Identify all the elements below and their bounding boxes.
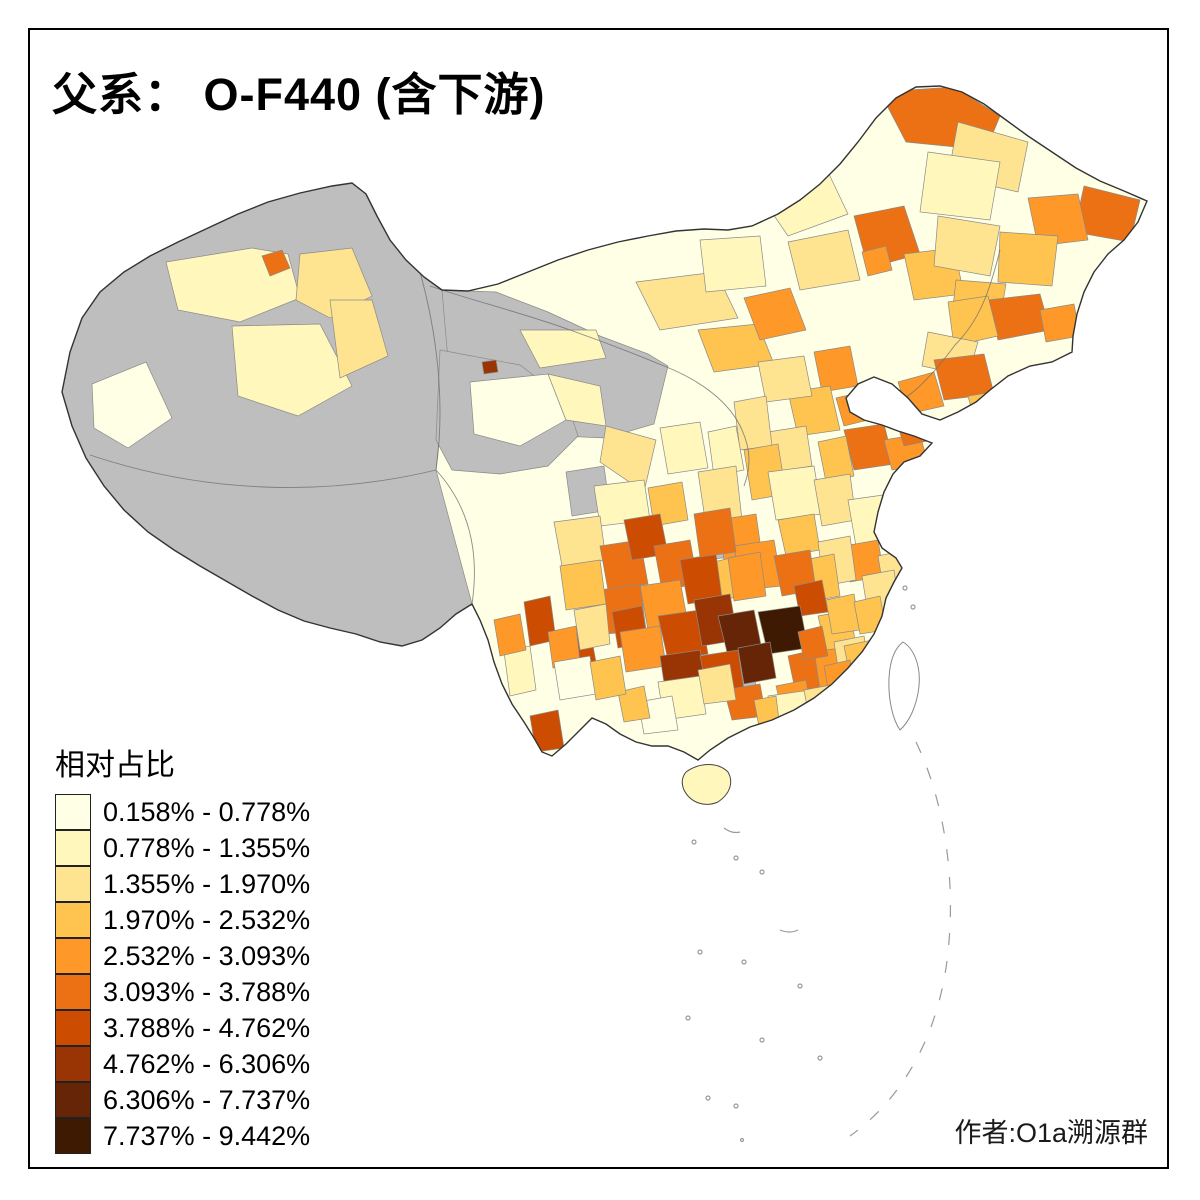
legend-item: 1.355% - 1.970% bbox=[55, 866, 310, 902]
prefecture-patch bbox=[1027, 193, 1089, 247]
prefecture-patch bbox=[803, 683, 843, 723]
prefecture-patch bbox=[693, 507, 737, 558]
legend-item: 0.158% - 0.778% bbox=[55, 794, 310, 830]
legend-label: 7.737% - 9.442% bbox=[103, 1121, 311, 1151]
legend-swatch bbox=[55, 974, 91, 1010]
prefecture-patch bbox=[481, 359, 499, 375]
legend-item: 3.093% - 3.788% bbox=[55, 974, 310, 1010]
legend: 相对占比 0.158% - 0.778% 0.778% - 1.355% 1.355… bbox=[55, 740, 310, 1154]
legend-label: 4.762% - 6.306% bbox=[103, 1049, 311, 1079]
province-borders bbox=[89, 249, 1001, 605]
legend-label: 2.532% - 3.093% bbox=[103, 941, 311, 971]
prefecture-patch bbox=[469, 373, 567, 447]
legend-item: 6.306% - 7.737% bbox=[55, 1082, 310, 1118]
prefecture-patch bbox=[997, 231, 1059, 287]
legend-item: 4.762% - 6.306% bbox=[55, 1046, 310, 1082]
legend-label: 1.970% - 2.532% bbox=[103, 905, 311, 935]
prefecture-patch bbox=[861, 245, 893, 277]
prefecture-patch bbox=[967, 389, 1013, 427]
prefecture-patch bbox=[737, 641, 777, 685]
legend-swatch bbox=[55, 1082, 91, 1118]
author-credit: 作者:O1a溯源群 bbox=[954, 1118, 1148, 1148]
legend-swatch bbox=[55, 902, 91, 938]
prefecture-patch bbox=[753, 695, 781, 733]
legend-swatch bbox=[55, 1010, 91, 1046]
south-china-sea-islands bbox=[685, 585, 952, 1143]
prefecture-patch bbox=[933, 215, 1001, 277]
prefecture-patch bbox=[697, 663, 737, 705]
plot-border bbox=[28, 28, 1169, 1169]
legend-item: 3.788% - 4.762% bbox=[55, 1010, 310, 1046]
legend-swatch bbox=[55, 794, 91, 830]
legend-item: 2.532% - 3.093% bbox=[55, 938, 310, 974]
prefecture-patch bbox=[329, 299, 389, 379]
prefecture-patch bbox=[743, 287, 807, 341]
prefecture-patch bbox=[559, 559, 607, 611]
legend-swatch bbox=[55, 1118, 91, 1154]
prefecture-patch bbox=[853, 595, 887, 635]
hainan-island bbox=[681, 764, 732, 805]
legend-item: 7.737% - 9.442% bbox=[55, 1118, 310, 1154]
prefecture-patch bbox=[699, 235, 767, 293]
prefecture-patch bbox=[947, 295, 999, 347]
prefecture-patch bbox=[777, 513, 821, 557]
legend-label: 0.158% - 0.778% bbox=[103, 797, 311, 827]
prefecture-patch bbox=[757, 355, 813, 403]
map-title: 父系： O-F440 (含下游) bbox=[52, 69, 546, 120]
prefecture-patch bbox=[573, 603, 611, 651]
prefecture-patch bbox=[825, 593, 861, 635]
legend-swatch bbox=[55, 1046, 91, 1082]
prefecture-patch bbox=[813, 345, 859, 393]
prefecture-patch bbox=[733, 395, 773, 451]
prefecture-patch bbox=[619, 625, 667, 673]
prefecture-patch bbox=[617, 685, 651, 723]
prefecture-patch bbox=[553, 515, 607, 567]
legend-items: 0.158% - 0.778% 0.778% - 1.355% 1.355% - 1… bbox=[55, 794, 310, 1154]
prefecture-patch bbox=[787, 385, 841, 437]
prefecture-patch bbox=[261, 249, 291, 277]
prefecture-patch bbox=[659, 421, 709, 475]
prefecture-patch bbox=[493, 613, 527, 657]
prefecture-patch bbox=[657, 609, 709, 661]
legend-label: 1.355% - 1.970% bbox=[103, 869, 311, 899]
legend-swatch bbox=[55, 866, 91, 902]
prefecture-patch bbox=[553, 655, 597, 701]
prefecture-patch bbox=[707, 425, 745, 477]
legend-swatch bbox=[55, 938, 91, 974]
legend-label: 0.778% - 1.355% bbox=[103, 833, 311, 863]
legend-label: 3.093% - 3.788% bbox=[103, 977, 311, 1007]
legend-label: 3.788% - 4.762% bbox=[103, 1013, 311, 1043]
prefecture-patch bbox=[823, 659, 857, 701]
prefecture-patch bbox=[1039, 303, 1081, 343]
prefecture-patch bbox=[817, 435, 855, 483]
prefecture-patch bbox=[589, 655, 627, 701]
legend-label: 6.306% - 7.737% bbox=[103, 1085, 311, 1115]
prefecture-patch bbox=[787, 229, 861, 291]
prefecture-patch bbox=[847, 493, 897, 547]
prefecture-patch bbox=[727, 551, 767, 602]
prefecture-patch bbox=[91, 361, 173, 449]
prefecture-patch bbox=[797, 625, 829, 661]
legend-title: 相对占比 bbox=[55, 749, 175, 782]
prefecture-patch bbox=[919, 151, 1001, 221]
prefecture-patch bbox=[231, 323, 353, 417]
prefecture-patch bbox=[529, 709, 565, 753]
legend-item: 0.778% - 1.355% bbox=[55, 830, 310, 866]
legend-item: 1.970% - 2.532% bbox=[55, 902, 310, 938]
legend-swatch bbox=[55, 830, 91, 866]
prefecture-patch bbox=[767, 465, 823, 521]
taiwan-island bbox=[888, 641, 920, 731]
